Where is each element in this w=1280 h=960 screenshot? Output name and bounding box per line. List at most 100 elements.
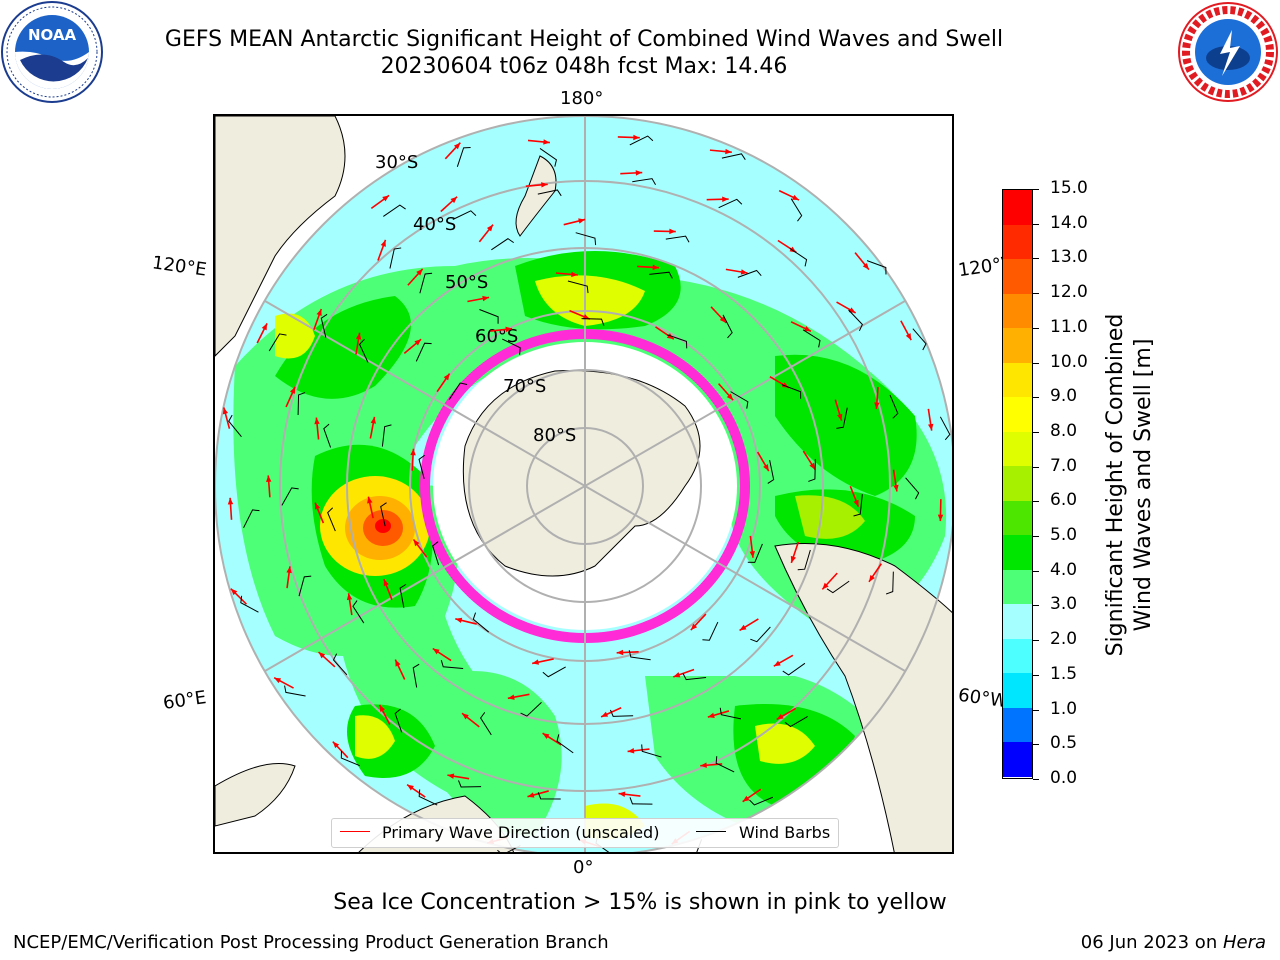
- colorbar-segment: [1003, 328, 1032, 364]
- wave-direction-arrowhead: [927, 423, 934, 431]
- wind-barb: [243, 509, 260, 529]
- wave-direction-arrowhead: [773, 660, 781, 667]
- lat-label-70s: 70°S: [503, 376, 546, 397]
- colorbar-tick-label: 1.0: [1050, 698, 1078, 719]
- wind-barb: [537, 792, 561, 800]
- wave-direction-arrowhead: [222, 407, 229, 415]
- wind-barb: [418, 454, 425, 479]
- colorbar-segment: [1003, 604, 1032, 640]
- wind-barb: [383, 204, 406, 217]
- wind-barb: [939, 416, 951, 441]
- wave-direction-arrowhead: [601, 711, 609, 717]
- colorbar: [1002, 189, 1033, 779]
- wave-direction-arrowhead: [230, 588, 238, 596]
- colorbar-tick-label: 10.0: [1050, 351, 1088, 372]
- colorbar-tick-label: 13.0: [1050, 247, 1088, 268]
- wave-direction-arrowhead: [726, 393, 734, 401]
- wave-direction-arrowhead: [578, 218, 586, 224]
- wind-barb: [953, 507, 954, 530]
- colorbar-segment: [1003, 431, 1032, 467]
- wind-barb: [491, 238, 514, 251]
- wave-direction-arrowhead: [541, 182, 548, 188]
- footer-date-text: 06 Jun 2023 on: [1080, 932, 1223, 953]
- lat-label-80s: 80°S: [533, 425, 576, 446]
- wave-direction-arrowhead: [809, 462, 816, 470]
- wind-barb: [539, 148, 558, 167]
- wind-barb: [836, 407, 848, 429]
- wind-barb: [737, 269, 762, 278]
- legend-swatch-wave-direction: [340, 831, 370, 832]
- wave-direction-arrowhead: [874, 402, 880, 409]
- wind-barb: [281, 487, 299, 506]
- wave-direction-arrowhead: [707, 712, 715, 718]
- wave-direction-arrowhead: [316, 309, 322, 317]
- wave-direction-arrowhead: [790, 555, 796, 563]
- lat-label-40s: 40°S: [413, 214, 456, 235]
- sea-ice-note: Sea Ice Concentration > 15% is shown in …: [333, 890, 947, 915]
- wind-barb: [667, 334, 688, 349]
- wind-barb: [749, 796, 773, 806]
- wave-direction-arrowhead: [616, 649, 624, 656]
- colorbar-tick-label: 5.0: [1050, 525, 1078, 546]
- wave-direction-arrowhead: [407, 784, 414, 791]
- wind-barb: [581, 318, 605, 326]
- wave-direction-arrowhead: [266, 475, 272, 483]
- wind-barb: [715, 756, 735, 773]
- wave-direction-arrowhead: [453, 142, 461, 150]
- wind-barb: [228, 414, 242, 438]
- wave-direction-arrowhead: [367, 496, 373, 504]
- wave-direction-arrowhead: [937, 514, 944, 522]
- wave-direction-arrowhead: [542, 733, 550, 739]
- wind-barb: [782, 662, 806, 676]
- wind-barb: [905, 477, 920, 500]
- wave-direction-arrowhead: [332, 741, 340, 749]
- wave-direction-arrowhead: [700, 762, 707, 768]
- wave-direction-arrowhead: [722, 196, 729, 203]
- noaa-logo: NOAA: [1, 1, 103, 103]
- wave-direction-arrowhead: [789, 246, 797, 253]
- wind-barb: [797, 549, 811, 571]
- footer-date: 06 Jun 2023 on Hera: [1081, 932, 1266, 953]
- colorbar-segment: [1003, 362, 1032, 398]
- wind-barb: [632, 178, 656, 185]
- colorbar-tick-mark: [1033, 640, 1039, 642]
- wind-barb: [472, 612, 489, 633]
- land-madagascar: [215, 763, 296, 827]
- wind-barb: [320, 313, 328, 338]
- wave-direction-arrowhead: [652, 264, 660, 271]
- wave-direction-arrowhead: [792, 194, 800, 201]
- colorbar-tick-mark: [1033, 189, 1039, 190]
- wind-barb: [480, 712, 492, 736]
- wave-direction-arrowhead: [543, 139, 550, 145]
- land-new-zealand: [515, 155, 557, 237]
- wave-direction-arrowhead: [740, 269, 748, 275]
- wave-direction-arrowhead: [318, 652, 326, 659]
- wind-barb: [358, 338, 369, 363]
- colorbar-tick-label: 1.5: [1050, 663, 1078, 684]
- wave-direction-arrowhead: [274, 677, 282, 684]
- wave-direction-arrowhead: [227, 497, 234, 505]
- wave-direction-arrowhead: [395, 659, 401, 667]
- wave-direction-arrowhead: [505, 326, 513, 333]
- wind-barb: [781, 384, 802, 399]
- wave-direction-arrowhead: [635, 170, 643, 176]
- wind-barb: [767, 459, 775, 484]
- wind-barb: [866, 260, 887, 275]
- wind-barb: [419, 272, 433, 294]
- wind-barb: [629, 135, 654, 146]
- colorbar-segment: [1003, 638, 1032, 674]
- wind-barb: [719, 707, 742, 720]
- footer-producer: NCEP/EMC/Verification Post Processing Pr…: [13, 932, 609, 953]
- wave-direction-arrowhead: [455, 617, 463, 623]
- wind-barb: [885, 571, 894, 595]
- wind-barb: [284, 685, 306, 697]
- wind-barb: [537, 189, 562, 197]
- wave-direction-arrowhead: [673, 672, 681, 678]
- wind-barb: [389, 247, 402, 269]
- antarctica: [462, 369, 701, 577]
- wind-barb: [520, 701, 542, 717]
- wave-direction-arrowhead: [763, 464, 769, 472]
- colorbar-tick-mark: [1033, 744, 1039, 746]
- wave-direction-arrowhead: [853, 499, 859, 507]
- wave-direction-arrowhead: [719, 316, 727, 323]
